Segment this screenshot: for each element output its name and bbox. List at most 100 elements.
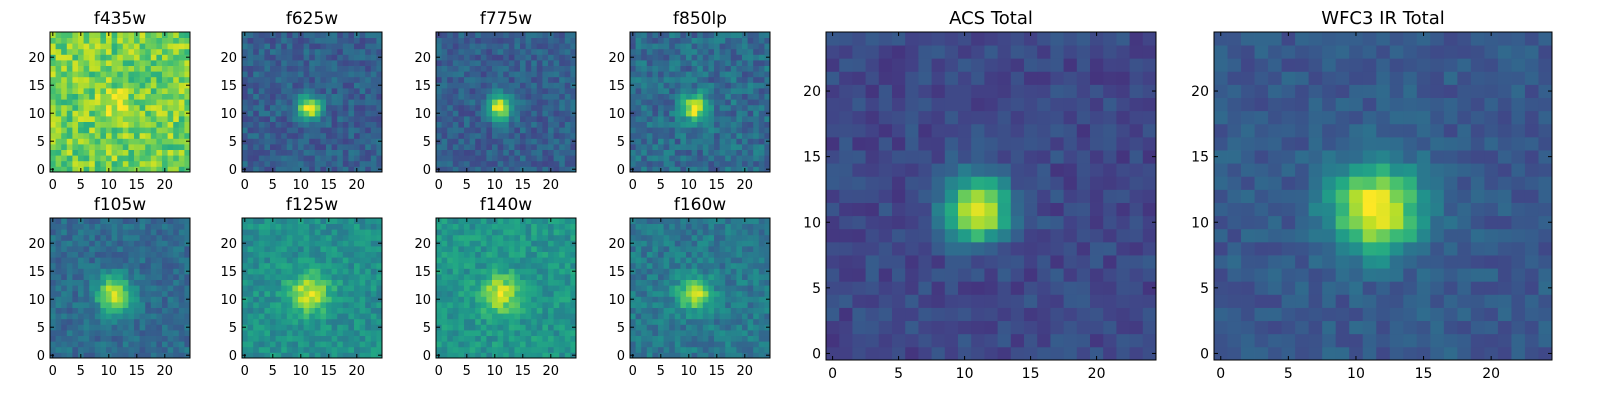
heatmap-cell xyxy=(314,279,321,286)
heatmap-cell xyxy=(497,234,504,241)
heatmap-cell xyxy=(452,144,459,150)
heatmap-cell xyxy=(452,218,459,224)
heatmap-cell xyxy=(486,307,493,314)
heatmap-cell xyxy=(128,60,135,66)
heatmap-cell xyxy=(564,307,571,314)
heatmap-cell xyxy=(331,138,338,145)
heatmap-cell xyxy=(167,274,174,280)
heatmap-cell xyxy=(253,149,260,156)
heatmap-cell xyxy=(94,296,101,303)
heatmap-cell xyxy=(714,88,720,94)
heatmap-cell xyxy=(542,223,549,230)
heatmap-cell xyxy=(139,346,146,353)
heatmap-cell xyxy=(691,318,698,325)
heatmap-cell xyxy=(66,341,73,348)
x-tick-label: 15 xyxy=(321,178,338,193)
heatmap-cell xyxy=(542,352,549,359)
heatmap-cell xyxy=(253,274,260,280)
heatmap-cell xyxy=(714,48,720,55)
heatmap-cell xyxy=(658,138,664,145)
heatmap-cell xyxy=(458,88,465,94)
heatmap-cell xyxy=(61,318,68,325)
heatmap-cell xyxy=(314,82,321,89)
heatmap-cell xyxy=(753,149,760,156)
heatmap-cell xyxy=(469,65,476,72)
heatmap-cell xyxy=(436,60,442,66)
heatmap-cell xyxy=(275,279,282,286)
heatmap-cell xyxy=(376,330,383,336)
heatmap-cell xyxy=(83,229,90,236)
heatmap-cell xyxy=(298,99,304,106)
heatmap-cell xyxy=(508,296,515,303)
heatmap-cell xyxy=(553,240,560,247)
heatmap-cell xyxy=(564,330,571,336)
heatmap-cell xyxy=(536,116,543,122)
heatmap-cell xyxy=(89,144,96,150)
panel-title: f105w xyxy=(94,195,146,215)
heatmap-cell xyxy=(264,37,271,44)
heatmap-cell xyxy=(441,257,448,264)
heatmap-cell xyxy=(452,268,459,275)
heatmap-cell xyxy=(247,93,254,100)
heatmap-cell xyxy=(242,155,248,162)
heatmap-cell xyxy=(122,116,129,122)
heatmap-cell xyxy=(714,290,720,297)
heatmap-cell xyxy=(691,132,698,139)
heatmap-cell xyxy=(370,149,377,156)
heatmap-cell xyxy=(173,302,180,308)
heatmap-cell xyxy=(492,88,498,94)
heatmap-cell xyxy=(525,246,532,252)
heatmap-cell xyxy=(258,285,265,292)
heatmap-cell xyxy=(117,155,124,162)
heatmap-cell xyxy=(641,121,648,128)
heatmap-cell xyxy=(708,335,715,342)
heatmap-cell xyxy=(72,104,79,111)
heatmap-cell xyxy=(714,116,720,122)
heatmap-cell xyxy=(525,234,532,241)
heatmap-cell xyxy=(258,155,265,162)
heatmap-cell xyxy=(503,121,510,128)
heatmap-cell xyxy=(559,43,566,50)
heatmap-cell xyxy=(94,166,101,173)
heatmap-cell xyxy=(663,352,670,359)
heatmap-cell xyxy=(635,82,642,89)
heatmap-cell xyxy=(630,60,636,66)
heatmap-cell xyxy=(370,335,377,342)
heatmap-cell xyxy=(464,121,470,128)
heatmap-cell xyxy=(753,76,760,83)
heatmap-cell xyxy=(66,234,73,241)
heatmap-cell xyxy=(542,346,549,353)
heatmap-cell xyxy=(646,99,653,106)
heatmap-cell xyxy=(309,37,316,44)
heatmap-cell xyxy=(646,155,653,162)
heatmap-cell xyxy=(72,144,79,150)
heatmap-cell xyxy=(441,251,448,258)
heatmap-cell xyxy=(342,54,349,61)
heatmap-cell xyxy=(641,268,648,275)
heatmap-cell xyxy=(134,116,140,122)
heatmap-cell xyxy=(674,48,681,55)
heatmap-cell xyxy=(145,37,152,44)
heatmap-cell xyxy=(50,60,56,66)
heatmap-cell xyxy=(514,307,521,314)
heatmap-cell xyxy=(447,37,454,44)
heatmap-cell xyxy=(292,335,299,342)
heatmap-cell xyxy=(264,352,271,359)
heatmap-cell xyxy=(475,296,482,303)
heatmap-cell xyxy=(742,324,748,331)
heatmap-cell xyxy=(326,262,332,269)
heatmap-cell xyxy=(275,54,282,61)
heatmap-cell xyxy=(78,160,84,167)
heatmap-cell xyxy=(365,88,372,94)
heatmap-cells xyxy=(50,218,191,359)
heatmap-cell xyxy=(61,43,68,50)
heatmap-cell xyxy=(150,218,157,224)
heatmap-cell xyxy=(486,262,493,269)
heatmap-cell xyxy=(742,330,748,336)
heatmap-cell xyxy=(747,279,754,286)
heatmap-cell xyxy=(89,262,96,269)
heatmap-cell xyxy=(348,296,355,303)
heatmap-cell xyxy=(78,71,84,78)
heatmap-cell xyxy=(83,93,90,100)
